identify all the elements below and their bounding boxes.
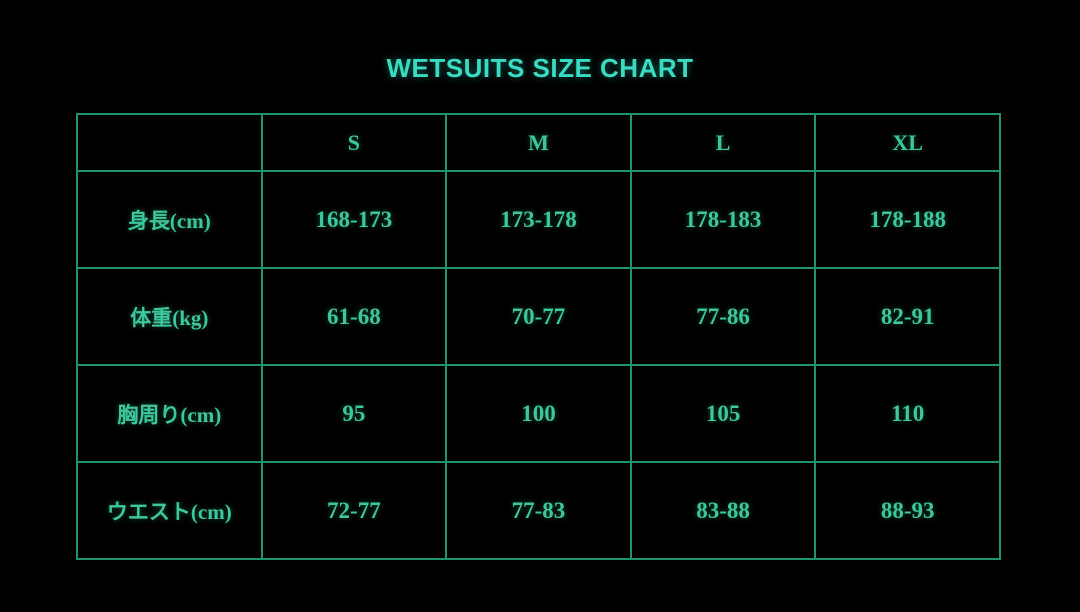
row-label-height: 身長(cm)	[76, 170, 263, 269]
weight-value-l: 77-86	[629, 267, 817, 366]
row-label-weight: 体重(kg)	[76, 267, 263, 366]
height-value-l: 178-183	[629, 170, 817, 269]
header-row: S M L XL	[76, 113, 1001, 172]
waist-value-xl: 88-93	[814, 461, 1001, 560]
header-cell-size-xl: XL	[814, 113, 1001, 172]
waist-value-m: 77-83	[445, 461, 632, 560]
waist-value-l: 83-88	[629, 461, 817, 560]
chest-value-xl: 110	[814, 364, 1001, 463]
height-value-s: 168-173	[260, 170, 448, 269]
page-title: WETSUITS SIZE CHART	[386, 53, 694, 83]
table-header: S M L XL	[76, 113, 1001, 172]
waist-value-s: 72-77	[260, 461, 448, 560]
table-body: 身長(cm) 168-173 173-178 178-183 178-188 体…	[76, 170, 1001, 560]
row-label-chest: 胸周り(cm)	[76, 364, 263, 463]
chest-value-m: 100	[445, 364, 632, 463]
height-value-m: 173-178	[445, 170, 632, 269]
header-cell-size-m: M	[445, 113, 632, 172]
size-chart-table: S M L XL 身長(cm) 168-173 173-178 178-183 …	[76, 113, 1001, 560]
header-cell-empty	[76, 113, 263, 172]
table-row-chest: 胸周り(cm) 95 100 105 110	[76, 364, 1001, 463]
chest-value-l: 105	[629, 364, 817, 463]
table-row-height: 身長(cm) 168-173 173-178 178-183 178-188	[76, 170, 1001, 269]
table-row-weight: 体重(kg) 61-68 70-77 77-86 82-91	[76, 267, 1001, 366]
height-value-xl: 178-188	[814, 170, 1001, 269]
chest-value-s: 95	[260, 364, 448, 463]
table-row-waist: ウエスト(cm) 72-77 77-83 83-88 88-93	[76, 461, 1001, 560]
row-label-waist: ウエスト(cm)	[76, 461, 263, 560]
header-cell-size-s: S	[260, 113, 448, 172]
header-cell-size-l: L	[629, 113, 817, 172]
weight-value-m: 70-77	[445, 267, 632, 366]
weight-value-s: 61-68	[260, 267, 448, 366]
weight-value-xl: 82-91	[814, 267, 1001, 366]
